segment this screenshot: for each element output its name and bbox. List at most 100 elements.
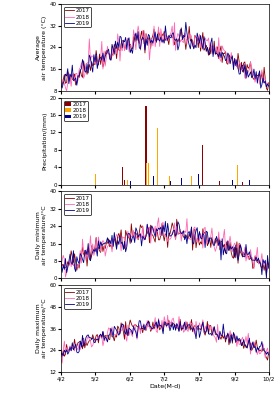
2017 [140, 225, 143, 230]
2019 [59, 259, 63, 264]
2018 [59, 356, 63, 361]
2019 [63, 348, 66, 352]
Bar [169, 176, 170, 184]
2018 [267, 83, 270, 88]
Bar [130, 181, 131, 184]
2018 [59, 263, 63, 268]
2019 [263, 261, 266, 266]
Line: 2017: 2017 [61, 320, 269, 360]
2017 [267, 350, 270, 354]
2019 [266, 350, 269, 354]
2017 [61, 262, 65, 267]
2019 [267, 84, 270, 89]
2018 [264, 356, 267, 360]
2017 [266, 259, 269, 264]
2019 [164, 219, 167, 224]
Bar [122, 167, 123, 184]
Bar [181, 178, 182, 184]
2017 [266, 358, 269, 362]
2017 [263, 65, 266, 70]
2019 [141, 35, 144, 40]
Bar [170, 181, 171, 184]
Bar [127, 180, 128, 184]
2019 [61, 263, 65, 268]
2018 [266, 81, 269, 86]
2017 [59, 348, 63, 352]
Bar [124, 180, 125, 184]
2017 [61, 78, 65, 82]
Line: 2018: 2018 [61, 23, 269, 91]
Line: 2017: 2017 [61, 26, 269, 90]
Bar [191, 176, 193, 184]
Y-axis label: Daily maximum
air temperature/°C: Daily maximum air temperature/°C [36, 299, 47, 358]
2019 [184, 20, 188, 25]
Line: 2019: 2019 [61, 320, 269, 356]
2018 [266, 346, 269, 350]
2018 [141, 28, 144, 33]
2018 [267, 264, 270, 268]
2018 [60, 361, 64, 366]
2017 [140, 29, 143, 34]
Bar [174, 165, 175, 184]
Line: 2018: 2018 [61, 315, 269, 363]
2019 [141, 326, 144, 331]
Legend: 2017, 2018, 2019: 2017, 2018, 2019 [64, 7, 91, 27]
2017 [263, 268, 266, 273]
2017 [155, 226, 158, 231]
Legend: 2017, 2018, 2019: 2017, 2018, 2019 [64, 194, 91, 215]
2018 [61, 78, 65, 83]
2017 [59, 80, 63, 85]
Legend: 2017, 2018, 2019: 2017, 2018, 2019 [64, 100, 88, 121]
2019 [264, 78, 267, 83]
2017 [130, 46, 133, 51]
2019 [266, 82, 269, 86]
Line: 2019: 2019 [61, 22, 269, 88]
2019 [130, 240, 133, 245]
2017 [59, 259, 63, 264]
2019 [156, 32, 159, 36]
Line: 2019: 2019 [61, 222, 269, 278]
X-axis label: Date(M-d): Date(M-d) [149, 384, 181, 389]
2018 [59, 84, 63, 89]
2019 [267, 266, 270, 270]
2018 [156, 34, 159, 38]
Bar [145, 106, 146, 184]
2017 [178, 317, 182, 322]
2017 [265, 273, 268, 278]
2018 [173, 20, 176, 25]
2019 [267, 352, 270, 357]
Bar [232, 180, 233, 184]
2017 [61, 348, 65, 353]
Bar [198, 174, 199, 184]
2017 [130, 221, 133, 226]
2017 [155, 321, 158, 326]
2017 [267, 262, 270, 267]
2018 [64, 275, 67, 280]
2017 [263, 346, 266, 351]
2018 [141, 324, 144, 329]
2019 [155, 227, 158, 232]
2017 [175, 217, 178, 222]
2018 [156, 221, 159, 226]
2019 [265, 276, 268, 281]
Bar [202, 146, 203, 184]
2017 [267, 80, 270, 85]
2018 [264, 76, 267, 80]
2019 [59, 82, 63, 87]
2018 [156, 330, 159, 335]
2019 [140, 244, 143, 248]
2019 [264, 349, 267, 354]
2018 [131, 334, 134, 339]
Line: 2017: 2017 [61, 219, 269, 276]
Legend: 2017, 2018, 2019: 2017, 2018, 2019 [64, 288, 91, 308]
2019 [156, 326, 159, 330]
2018 [65, 88, 68, 93]
Y-axis label: Daily minimum
air temperature/°C: Daily minimum air temperature/°C [36, 205, 47, 265]
Bar [242, 182, 243, 184]
2019 [131, 51, 134, 56]
2019 [60, 86, 64, 90]
Bar [146, 163, 147, 184]
2018 [131, 44, 134, 49]
Bar [148, 163, 149, 184]
Bar [249, 180, 250, 184]
